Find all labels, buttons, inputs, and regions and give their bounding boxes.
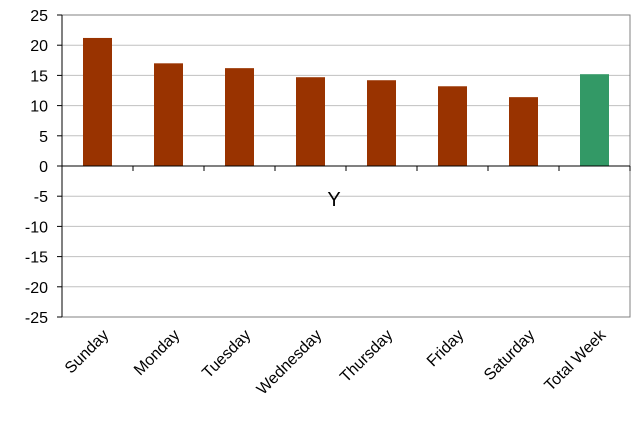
x-tick-label: Saturday xyxy=(481,327,538,384)
y-tick-labels: 25 20 15 10 5 0 -5 -10 -15 -20 -25 xyxy=(25,8,48,327)
x-axis-title: Y xyxy=(327,189,340,211)
x-tick-labels: Sunday Monday Tuesday Wednesday Thursday Frid… xyxy=(62,326,610,398)
bar-thursday xyxy=(367,80,396,166)
x-tick-label: Friday xyxy=(424,327,467,370)
y-tick-label: 20 xyxy=(30,38,48,55)
bar-monday xyxy=(154,63,183,166)
y-tick-label: -20 xyxy=(25,280,48,297)
y-tick-label: -5 xyxy=(34,189,48,206)
x-tick-label: Wednesday xyxy=(254,327,326,399)
y-tick-label: 0 xyxy=(39,159,48,176)
y-tick-label: 10 xyxy=(30,99,48,116)
bar-sunday xyxy=(83,37,112,167)
y-tick-label: 5 xyxy=(39,129,48,146)
bar-friday xyxy=(438,86,467,166)
y-tick-label: 15 xyxy=(30,68,48,85)
bar-saturday xyxy=(509,97,538,166)
x-tick-label: Tuesday xyxy=(199,327,254,382)
bars xyxy=(83,37,609,167)
bar-wednesday xyxy=(296,77,325,166)
x-tick-label: Total Week xyxy=(542,326,610,394)
x-tick-label: Monday xyxy=(131,327,183,379)
y-tick-label: -10 xyxy=(25,219,48,236)
x-tick-label: Sunday xyxy=(62,327,112,377)
x-tick-label: Thursday xyxy=(337,327,396,386)
bar-total-week xyxy=(580,74,609,166)
y-tick-label: -15 xyxy=(25,250,48,267)
axes xyxy=(57,14,631,318)
bar-tuesday xyxy=(225,68,254,166)
y-tick-label: -25 xyxy=(25,310,48,327)
y-tick-label: 25 xyxy=(30,8,48,25)
